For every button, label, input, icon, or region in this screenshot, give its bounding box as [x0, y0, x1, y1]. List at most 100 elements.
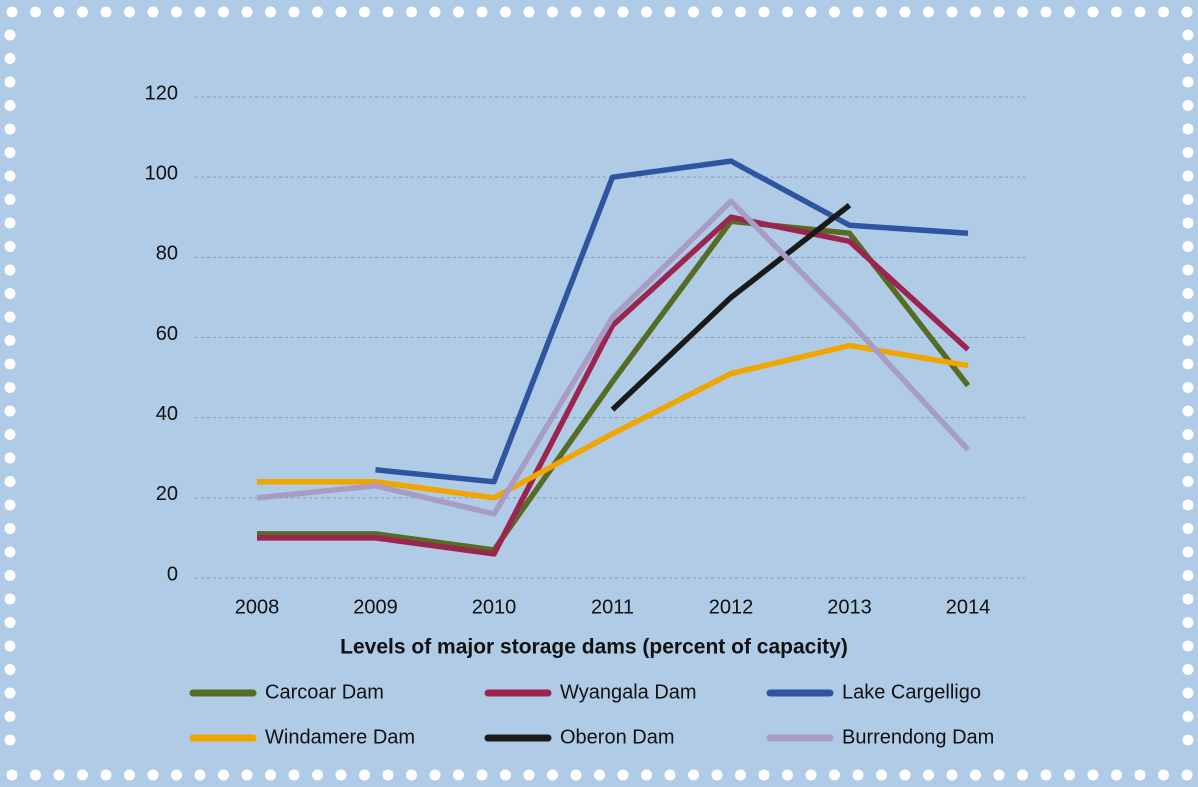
perforation-dot: [4, 499, 16, 511]
perforation-dot: [617, 769, 629, 781]
perforation-dot: [124, 769, 135, 781]
perforation-dot: [4, 570, 16, 581]
perforation-dot: [1182, 499, 1194, 511]
perforation-dot: [758, 769, 770, 781]
perforation-dot: [1017, 769, 1028, 781]
perforation-dot: [664, 6, 676, 18]
perforation-dot: [1182, 147, 1194, 158]
perforation-dot: [1182, 335, 1194, 346]
perforation-dot: [1182, 452, 1194, 464]
legend-label: Carcoar Dam: [265, 681, 384, 703]
legend-label: Lake Cargelligo: [842, 681, 981, 703]
y-tick-label: 20: [156, 483, 178, 505]
x-tick-label: 2013: [827, 596, 872, 618]
perforation-dot: [4, 241, 16, 252]
data-line: [256, 198, 971, 517]
perforation-dot: [77, 769, 88, 781]
perforation-dot: [4, 523, 16, 534]
perforation-dot: [312, 769, 323, 781]
perforation-dot: [1182, 29, 1194, 41]
x-tick-label: 2014: [946, 596, 991, 618]
perforation-dot: [617, 6, 629, 18]
perforation-dot: [1182, 734, 1194, 746]
perforation-dot: [53, 6, 65, 18]
perforation-dot: [1134, 6, 1146, 18]
y-tick-label: 100: [145, 162, 178, 184]
perforation-dot: [4, 335, 16, 346]
perforation-dot: [1182, 640, 1194, 652]
perforation-dot: [500, 6, 511, 18]
perforation-dot: [476, 6, 488, 18]
perforation-dot: [547, 769, 558, 781]
legend-label: Burrendong Dam: [842, 726, 994, 748]
perforation-dot: [1064, 6, 1075, 18]
perforation-dot: [1182, 570, 1194, 581]
perforation-dot: [1087, 769, 1099, 781]
perforation-dot: [4, 311, 16, 323]
perforation-dot: [288, 769, 300, 781]
perforation-dot: [758, 6, 770, 18]
perforation-dot: [664, 769, 676, 781]
perforation-dot: [876, 769, 887, 781]
perforation-dot: [265, 769, 276, 781]
perforation-dot: [4, 358, 16, 370]
perforation-dot: [993, 6, 1005, 18]
perforation-dot: [4, 640, 16, 652]
perforation-dot: [782, 769, 793, 781]
y-tick-label: 80: [156, 243, 178, 265]
perforation-dot: [100, 6, 112, 18]
perforation-dot: [6, 6, 18, 18]
perforation-dot: [77, 6, 88, 18]
perforation-dot: [429, 769, 441, 781]
perforation-dot: [594, 6, 605, 18]
perforation-dot: [124, 6, 135, 18]
perforation-dot: [1182, 241, 1194, 252]
perforation-dot: [1182, 76, 1194, 88]
perforation-dot: [4, 664, 16, 675]
data-line: [610, 203, 852, 412]
perforation-dot: [641, 6, 652, 18]
perforation-dot: [923, 769, 934, 781]
data-line: [375, 158, 969, 485]
x-tick-label: 2008: [235, 596, 280, 618]
perforation-dot: [570, 6, 582, 18]
perforation-dot: [782, 6, 793, 18]
perforation-dot: [4, 405, 16, 417]
perforation-dot: [6, 769, 18, 781]
perforation-dot: [1182, 194, 1194, 205]
perforation-dot: [171, 769, 182, 781]
perforation-dot: [1182, 123, 1194, 135]
perforation-dot: [1182, 53, 1194, 64]
perforation-dot: [970, 769, 981, 781]
perforation-dot: [1182, 476, 1194, 487]
perforation-dot: [1182, 546, 1194, 558]
perforation-dot: [476, 769, 488, 781]
perforation-dot: [946, 769, 958, 781]
perforation-dot: [194, 6, 206, 18]
legend-label: Windamere Dam: [265, 726, 415, 748]
perforation-dot: [4, 217, 16, 229]
perforation-dot: [970, 6, 981, 18]
perforation-dot: [147, 769, 159, 781]
perforation-dot: [735, 769, 746, 781]
y-tick-label: 120: [145, 82, 178, 104]
perforation-dot: [500, 769, 511, 781]
perforation-dot: [4, 100, 16, 111]
perforation-dot: [30, 6, 41, 18]
x-tick-label: 2009: [353, 596, 398, 618]
perforation-dot: [688, 769, 699, 781]
perforation-dot: [1182, 358, 1194, 370]
y-tick-label: 0: [167, 563, 178, 585]
x-tick-label: 2012: [709, 596, 754, 618]
perforation-dot: [100, 769, 112, 781]
perforation-dot: [4, 288, 16, 299]
perforation-dot: [4, 734, 16, 746]
perforation-dot: [688, 6, 699, 18]
perforation-dot: [382, 769, 394, 781]
perforation-dot: [523, 6, 535, 18]
perforation-dot: [1040, 6, 1052, 18]
perforation-dot: [523, 769, 535, 781]
perforation-dot: [4, 546, 16, 558]
perforation-dot: [899, 769, 911, 781]
perforation-dot: [4, 76, 16, 88]
